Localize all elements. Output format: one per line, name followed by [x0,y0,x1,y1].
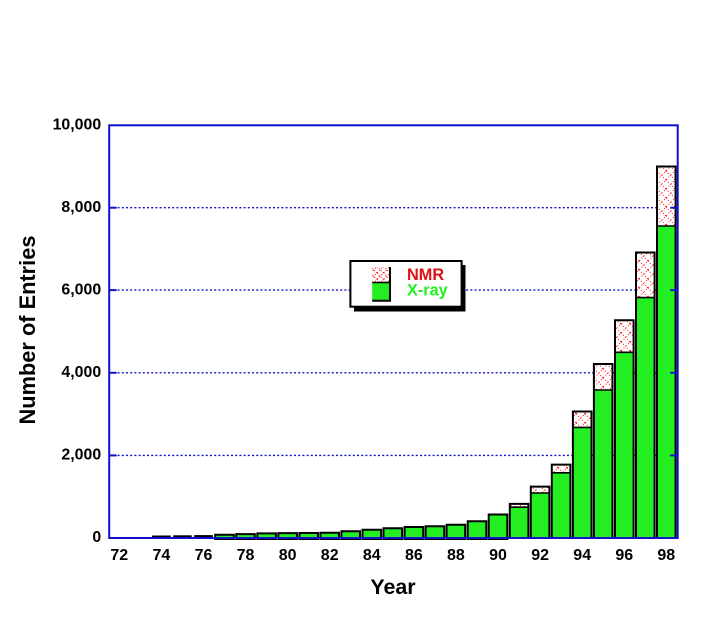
svg-text:96: 96 [615,547,633,564]
svg-text:80: 80 [279,547,297,564]
svg-text:74: 74 [153,547,171,564]
svg-text:6,000: 6,000 [61,281,101,298]
svg-text:98: 98 [657,547,675,564]
svg-text:2,000: 2,000 [61,447,101,464]
svg-text:86: 86 [405,547,423,564]
svg-text:82: 82 [321,547,339,564]
svg-text:X-ray: X-ray [407,281,448,299]
svg-text:72: 72 [110,547,128,564]
svg-text:84: 84 [363,547,381,564]
svg-text:78: 78 [237,547,255,564]
svg-text:92: 92 [531,547,549,564]
svg-text:88: 88 [447,547,465,564]
svg-text:0: 0 [92,529,101,546]
svg-text:Year: Year [370,575,415,599]
svg-text:8,000: 8,000 [61,199,101,216]
svg-text:76: 76 [195,547,213,564]
svg-text:Number of Entries: Number of Entries [15,236,40,425]
svg-text:90: 90 [489,547,507,564]
svg-text:NMR: NMR [407,266,444,284]
svg-text:10,000: 10,000 [53,117,102,134]
svg-text:94: 94 [573,547,591,564]
svg-text:4,000: 4,000 [61,364,101,381]
